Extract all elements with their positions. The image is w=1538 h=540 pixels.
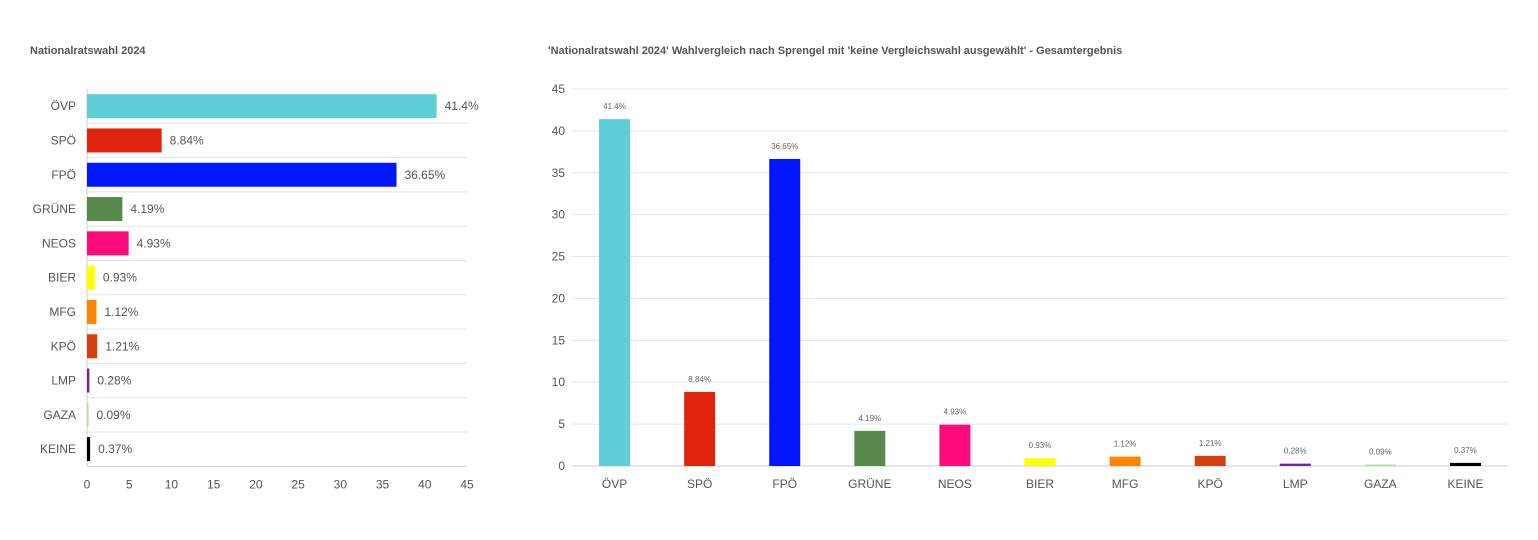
x-tick-label: BIER (1026, 477, 1054, 491)
bar[interactable] (87, 299, 97, 324)
data-label: 0.93% (103, 271, 137, 285)
bar[interactable] (939, 424, 971, 466)
bar[interactable] (854, 430, 886, 466)
bar[interactable] (599, 119, 631, 466)
y-tick-label: 35 (552, 166, 566, 180)
data-label: 0.28% (1284, 447, 1307, 456)
data-label: 1.12% (1114, 440, 1137, 449)
x-tick-label: ÖVP (602, 477, 627, 491)
bar[interactable] (87, 368, 90, 393)
x-tick-label: KEINE (1447, 477, 1483, 491)
left-chart-title: Nationalratswahl 2024 (30, 45, 146, 57)
x-tick-label: GRÜNE (848, 477, 891, 491)
category-label: FPÖ (51, 168, 76, 182)
category-label: GAZA (43, 408, 76, 422)
y-tick-label: 10 (552, 375, 566, 389)
category-label: MFG (49, 305, 76, 319)
x-tick-label: 10 (165, 477, 179, 491)
data-label: 0.09% (97, 408, 131, 422)
x-tick-label: 0 (84, 477, 91, 491)
x-tick-label: GAZA (1364, 477, 1397, 491)
x-tick-label: FPÖ (772, 477, 797, 491)
x-tick-label: 20 (249, 477, 263, 491)
horizontal-bar-chart: ÖVP 41.4% SPÖ 8.84% FPÖ 36.65% GRÜNE 4.19% NEOS 4… (33, 89, 479, 491)
y-tick-label: 5 (558, 417, 565, 431)
x-tick-label: 30 (334, 477, 348, 491)
category-label: LMP (51, 374, 76, 388)
bar[interactable] (87, 162, 397, 187)
x-tick-label: 40 (418, 477, 432, 491)
bar[interactable] (87, 402, 89, 427)
data-label: 4.93% (137, 236, 171, 250)
category-label: GRÜNE (33, 202, 76, 216)
bar[interactable] (87, 265, 95, 290)
data-label: 36.65% (404, 168, 445, 182)
data-label: 1.21% (105, 339, 139, 353)
bar[interactable] (1364, 464, 1396, 467)
data-label: 0.09% (1369, 448, 1392, 457)
x-tick-label: SPÖ (687, 477, 712, 491)
y-tick-label: 30 (552, 208, 566, 222)
bar[interactable] (87, 437, 91, 462)
y-tick-label: 40 (552, 124, 566, 138)
data-label: 8.84% (170, 133, 204, 147)
data-label: 36.65% (771, 142, 798, 151)
y-tick-label: 20 (552, 291, 566, 305)
bar[interactable] (87, 231, 129, 256)
data-label: 4.19% (130, 202, 164, 216)
bar[interactable] (1449, 462, 1481, 466)
bar[interactable] (1024, 458, 1056, 466)
data-label: 41.4% (445, 99, 479, 113)
data-label: 0.37% (1454, 446, 1477, 455)
data-label: 0.93% (1029, 441, 1052, 450)
bar[interactable] (87, 94, 437, 119)
category-label: ÖVP (51, 99, 76, 113)
x-tick-label: 5 (126, 477, 133, 491)
y-tick-label: 15 (552, 333, 566, 347)
category-label: KEINE (40, 442, 76, 456)
x-tick-label: KPÖ (1198, 477, 1223, 491)
category-label: BIER (48, 271, 76, 285)
x-tick-label: MFG (1112, 477, 1139, 491)
data-label: 0.28% (97, 374, 131, 388)
data-label: 4.19% (858, 414, 881, 423)
data-label: 1.21% (1199, 439, 1222, 448)
bar[interactable] (769, 158, 801, 466)
category-label: KPÖ (51, 339, 76, 353)
x-tick-label: LMP (1283, 477, 1308, 491)
bar[interactable] (87, 128, 162, 153)
category-label: NEOS (42, 236, 76, 250)
data-label: 41.4% (603, 102, 626, 111)
bar[interactable] (1279, 463, 1311, 466)
bar[interactable] (87, 334, 98, 359)
bar[interactable] (684, 391, 716, 466)
x-tick-label: NEOS (938, 477, 972, 491)
bar[interactable] (1194, 455, 1226, 466)
x-tick-label: 15 (207, 477, 221, 491)
bar[interactable] (87, 197, 123, 222)
data-label: 8.84% (688, 375, 711, 384)
x-tick-label: 25 (291, 477, 305, 491)
data-label: 1.12% (104, 305, 138, 319)
bar[interactable] (1109, 456, 1141, 466)
right-chart-title: 'Nationalratswahl 2024' Wahlvergleich na… (548, 45, 1123, 57)
x-tick-label: 35 (376, 477, 390, 491)
data-label: 0.37% (98, 442, 132, 456)
y-tick-label: 25 (552, 250, 566, 264)
y-tick-label: 45 (552, 82, 566, 96)
category-label: SPÖ (51, 133, 76, 147)
data-label: 4.93% (944, 408, 967, 417)
x-tick-label: 45 (460, 477, 474, 491)
y-tick-label: 0 (558, 459, 565, 473)
